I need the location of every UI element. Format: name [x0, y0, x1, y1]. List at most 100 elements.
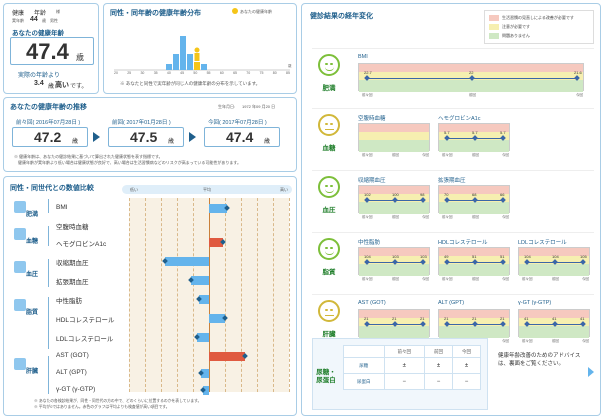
history-point-value: 5.7: [472, 130, 478, 135]
history-mini-chart: 70 68 66: [438, 185, 510, 214]
distribution-tick: 60: [219, 71, 224, 75]
trend-note-1: ※ 健康年齢は、あなたの健診結果に基づいて算出された健康状態を表す指標です。: [14, 154, 163, 159]
distribution-tick: 35: [153, 71, 158, 75]
history-category: 肝臓: [322, 331, 336, 338]
distribution-tick: 45: [180, 71, 185, 75]
comparison-group-name: 肝臓: [26, 369, 39, 375]
history-point-value: 105: [580, 254, 587, 259]
history-period-label: 前々回: [442, 215, 453, 219]
urine-header: 前々回: [383, 345, 426, 358]
trend-item-box: [108, 127, 184, 147]
history-point-value: 22.7: [364, 70, 372, 75]
comparison-bar: [191, 276, 209, 285]
urine-table: 前々回 前回 今回 尿糖 ± ± ± 尿蛋白 − − −: [343, 345, 481, 390]
history-point-value: 21: [364, 316, 369, 321]
history-period-label: 前回: [552, 339, 559, 343]
history-period-label: 今回: [576, 93, 583, 97]
trend-title: あなたの健康年齢の推移: [10, 104, 87, 111]
history-period-label: 前々回: [362, 277, 373, 281]
scale-low: 低い: [130, 187, 138, 192]
legend-swatch: [489, 24, 499, 30]
urine-cell: −: [383, 373, 426, 390]
history-period-label: 今回: [582, 277, 589, 281]
history-category: 脂質: [322, 269, 336, 276]
history-mini-chart: 5.7 5.7 5.7: [438, 123, 510, 152]
age-unit: 歳: [42, 18, 46, 23]
history-mini-chart: 102 100 98: [358, 185, 430, 214]
urine-cell: ±: [452, 357, 481, 374]
distribution-tick: 70: [246, 71, 251, 75]
comparison-group-name: 肥満: [26, 212, 39, 218]
trend-item-label: 前々回( 2016年07月28日 ): [16, 120, 81, 126]
history-point-value: 104: [524, 254, 531, 259]
diff-end: です。: [70, 84, 88, 90]
history-point-value: 103: [420, 254, 427, 259]
history-period-label: 今回: [502, 339, 509, 343]
comparison-scale: [122, 185, 292, 194]
distribution-panel: 同性・同年齢の健康年齢分布 あなたの健康年齢 20 25 30 35 40 45 50 55 6…: [103, 3, 297, 94]
history-chart-title: γ-GT (γ-GTP): [518, 300, 552, 306]
distribution-chart: [114, 36, 290, 71]
comparison-note-2: ※ 平均が0ではありません。赤色のグラフは平均よりも検査値が高い項目です。: [34, 405, 170, 409]
comparison-row-label: 収縮期血圧: [56, 260, 89, 267]
distribution-tick: 30: [140, 71, 145, 75]
history-period-label: 前々回: [522, 277, 533, 281]
history-period-label: 前々回: [362, 215, 373, 219]
history-point-value: 5.7: [500, 130, 506, 135]
legend-text: 問題ありません: [502, 33, 530, 38]
body-icon: [14, 201, 26, 213]
history-point-value: 21: [420, 316, 425, 321]
scale-high: 高い: [280, 187, 288, 192]
comparison-bar: [209, 352, 245, 361]
label-age: 年齢: [34, 11, 47, 17]
comparison-row-label: BMI: [56, 204, 68, 211]
comparison-row-label: 拡張期血圧: [56, 279, 89, 286]
history-period-label: 前回: [392, 153, 399, 157]
comparison-grid: [129, 198, 290, 392]
comparison-title: 同性・同世代との数値比較: [10, 185, 94, 192]
diff-value: 3.4: [34, 80, 44, 87]
history-chart-title: ヘモグロビンA1c: [438, 116, 481, 122]
comparison-row-label: AST (GOT): [56, 352, 89, 359]
history-mini-chart: 22.7 22 21.6: [358, 63, 584, 92]
birth-label: 生年月日:: [218, 104, 236, 109]
history-point-value: 41: [524, 316, 529, 321]
history-period-label: 前回: [472, 153, 479, 157]
comparison-bar: [199, 295, 209, 304]
history-point-value: 21: [444, 316, 449, 321]
history-period-label: 前回: [552, 277, 559, 281]
history-chart-title: 収縮期血圧: [358, 178, 386, 184]
trend-panel: あなたの健康年齢の推移 生年月日: 1972 年09 月20 日 前々回( 20…: [3, 97, 297, 172]
history-point-value: 66: [500, 192, 505, 197]
history-period-label: 今回: [422, 277, 429, 281]
urine-category: 尿糖・尿蛋白: [316, 369, 336, 384]
comparison-bar: [203, 386, 209, 395]
urine-header: 今回: [452, 345, 481, 358]
comparison-row-label: LDLコレステロール: [56, 336, 114, 343]
distribution-tick: 75: [259, 71, 264, 75]
age-value: 44: [30, 16, 38, 23]
history-period-label: 前々回: [442, 153, 453, 157]
history-mini-chart: 104 103 103: [358, 247, 430, 276]
history-chart-title: LDLコレステロール: [518, 240, 567, 246]
liver-icon: [14, 358, 26, 370]
urine-header: 前回: [424, 345, 454, 358]
history-point-value: 51: [472, 254, 477, 259]
trend-item-label: 前回( 2017年01月28日 ): [112, 120, 171, 126]
comparison-row-label: 中性脂肪: [56, 298, 82, 305]
comparison-row-label: 空腹時血糖: [56, 224, 89, 231]
history-period-label: 今回: [502, 215, 509, 219]
distribution-axis-unit: 歳: [288, 64, 292, 68]
comparison-row-label: HDLコレステロール: [56, 317, 115, 324]
history-point-value: 21: [392, 316, 397, 321]
history-point-value: 41: [580, 316, 585, 321]
urine-row-label: 尿蛋白: [343, 373, 385, 390]
history-category: 血圧: [322, 207, 336, 214]
diff-word: 高い: [55, 82, 69, 89]
history-period-label: 今回: [422, 153, 429, 157]
trend-item-value: 47.5: [130, 129, 158, 145]
age-label: 実年齢: [12, 18, 24, 23]
comparison-bar: [209, 238, 223, 247]
trend-item-box: [204, 127, 280, 147]
legend-swatch: [489, 15, 499, 21]
